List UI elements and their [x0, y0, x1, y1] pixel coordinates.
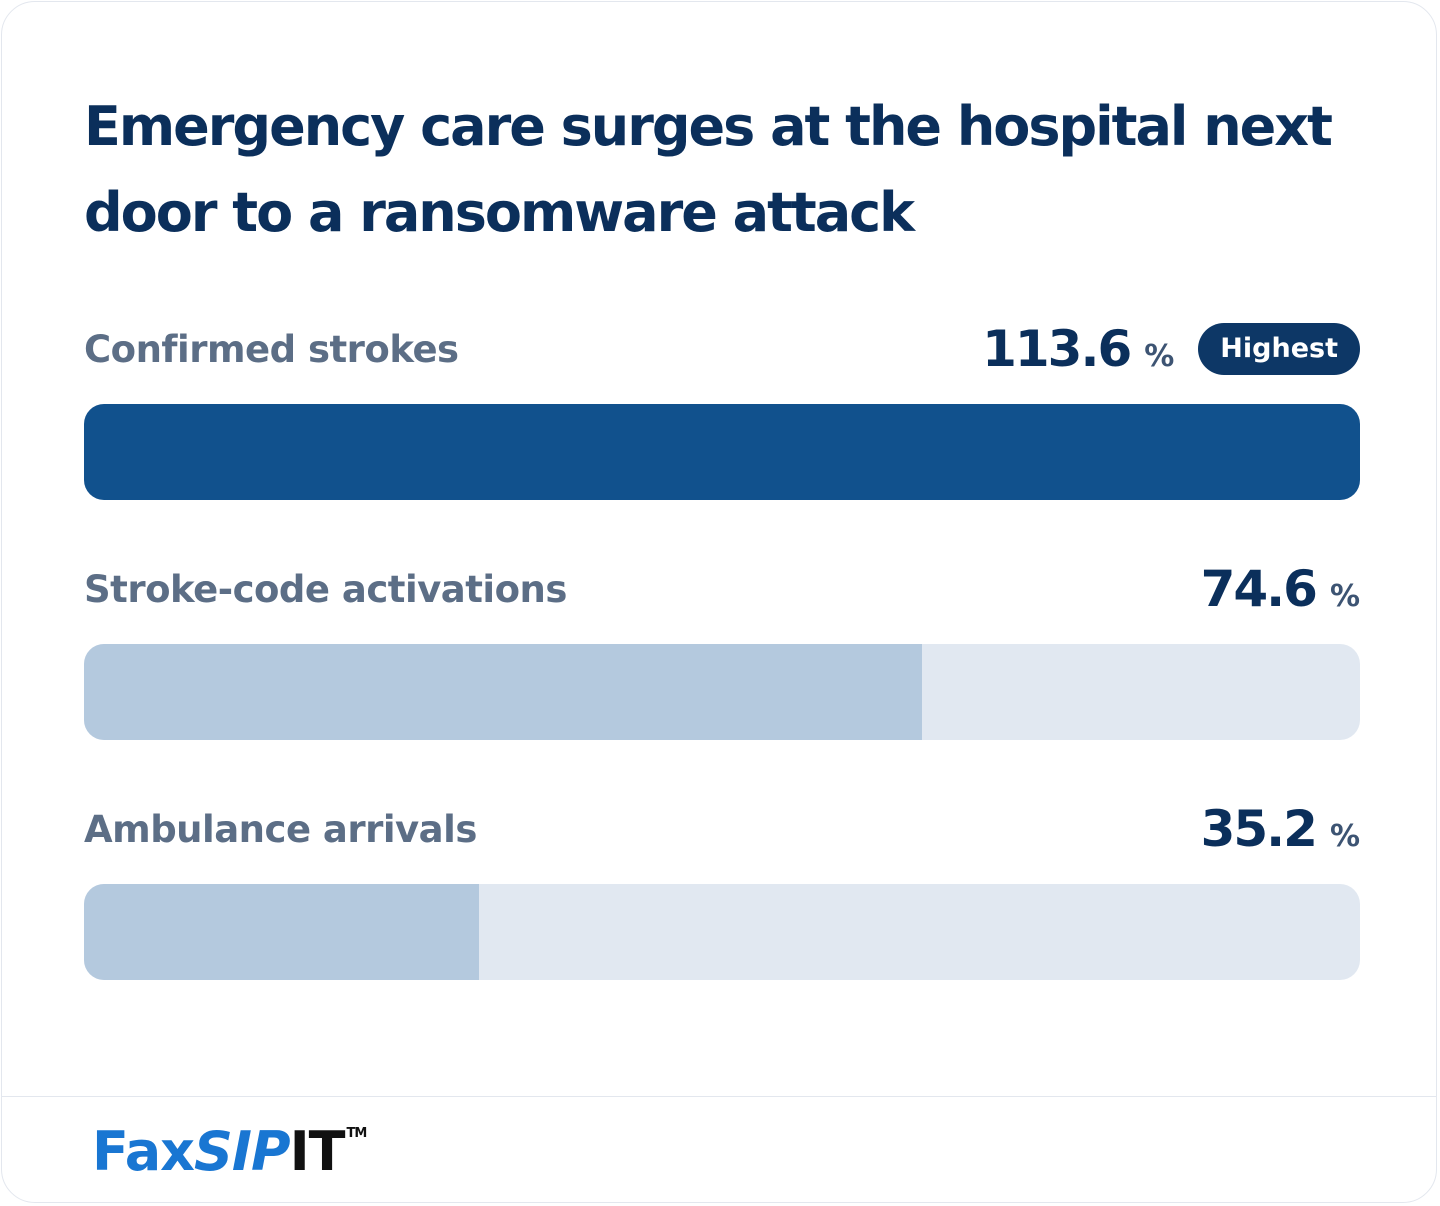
footer-divider: [2, 1096, 1436, 1097]
bar-fill: [84, 644, 922, 740]
bar-value-label: 113.6: [982, 320, 1132, 378]
bar-value-label: 35.2: [1200, 800, 1318, 858]
bar-row: Confirmed strokes 113.6% Highest: [84, 320, 1360, 500]
bar-unit-label: %: [1329, 579, 1360, 614]
logo-part-it: IT: [289, 1120, 346, 1183]
logo-trademark: TM: [346, 1126, 368, 1141]
bar-value-group: 35.2%: [1201, 800, 1360, 858]
bar-value-group: 113.6% Highest: [982, 320, 1360, 378]
bar-unit-label: %: [1144, 339, 1175, 374]
bar-track: [84, 884, 1360, 980]
bar-fill: [84, 404, 1360, 500]
bar-category-label: Stroke-code activations: [84, 568, 567, 611]
logo-part-sip: SIP: [194, 1120, 291, 1183]
bar-row-header: Ambulance arrivals 35.2%: [84, 800, 1360, 860]
bar-value-label: 74.6: [1200, 560, 1318, 618]
bar-category-label: Confirmed strokes: [84, 328, 459, 371]
bar-unit-label: %: [1329, 819, 1360, 854]
bar-fill: [84, 884, 480, 980]
bar-track: [84, 644, 1360, 740]
bar-track: [84, 404, 1360, 500]
bar-row: Stroke-code activations 74.6%: [84, 560, 1360, 740]
bar-value-group: 74.6%: [1201, 560, 1360, 618]
logo-part-fax: Fax: [92, 1120, 195, 1183]
bar-category-label: Ambulance arrivals: [84, 808, 477, 851]
bar-row: Ambulance arrivals 35.2%: [84, 800, 1360, 980]
bar-row-header: Stroke-code activations 74.6%: [84, 560, 1360, 620]
faxsipit-logo: Fax SIP IT TM: [92, 1120, 368, 1183]
bar-row-header: Confirmed strokes 113.6% Highest: [84, 320, 1360, 380]
chart-title: Emergency care surges at the hospital ne…: [84, 95, 1333, 244]
highest-badge: Highest: [1198, 323, 1360, 375]
